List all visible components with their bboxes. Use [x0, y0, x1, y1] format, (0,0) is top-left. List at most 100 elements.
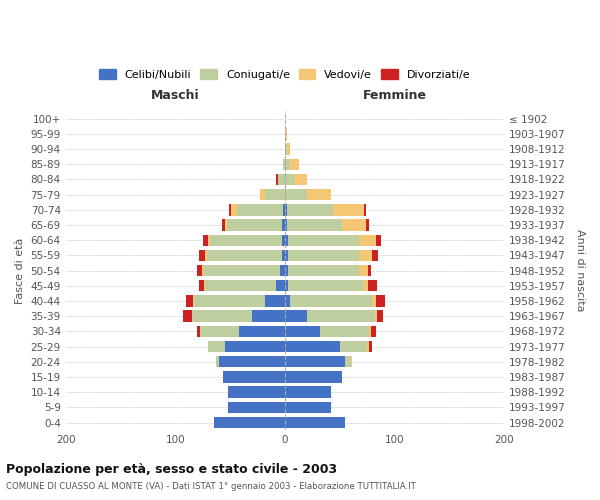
Bar	[252, 310, 285, 322]
Bar	[366, 220, 369, 230]
Bar	[227, 220, 281, 230]
Bar	[373, 296, 376, 306]
Bar	[285, 280, 288, 291]
Bar	[287, 144, 290, 154]
Bar	[285, 265, 288, 276]
Y-axis label: Anni di nascita: Anni di nascita	[575, 230, 585, 312]
Bar	[200, 326, 239, 337]
Bar	[281, 250, 285, 261]
Bar	[374, 310, 377, 322]
Bar	[362, 280, 368, 291]
Bar	[208, 234, 210, 246]
Bar	[359, 265, 368, 276]
Bar	[345, 356, 350, 368]
Bar	[214, 417, 285, 428]
Text: COMUNE DI CUASSO AL MONTE (VA) - Dati ISTAT 1° gennaio 2003 - Elaborazione TUTTI: COMUNE DI CUASSO AL MONTE (VA) - Dati IS…	[6, 482, 416, 491]
Bar	[285, 250, 288, 261]
Bar	[205, 250, 207, 261]
Y-axis label: Fasce di età: Fasce di età	[15, 238, 25, 304]
Bar	[204, 265, 280, 276]
Bar	[285, 386, 331, 398]
Bar	[285, 220, 287, 230]
Bar	[239, 326, 285, 337]
Bar	[203, 234, 208, 246]
Bar	[216, 356, 219, 368]
Bar	[205, 280, 276, 291]
Bar	[376, 296, 385, 306]
Bar	[199, 280, 204, 291]
Bar	[359, 250, 373, 261]
Bar	[260, 189, 265, 200]
Bar	[285, 174, 293, 185]
Bar	[340, 341, 367, 352]
Bar	[307, 189, 331, 200]
Bar	[281, 220, 285, 230]
Bar	[276, 174, 278, 185]
Bar	[377, 310, 383, 322]
Bar	[208, 341, 224, 352]
Bar	[283, 158, 285, 170]
Bar	[287, 204, 333, 216]
Bar	[197, 326, 200, 337]
Bar	[288, 234, 359, 246]
Bar	[290, 296, 373, 306]
Bar	[368, 265, 371, 276]
Text: Popolazione per età, sesso e stato civile - 2003: Popolazione per età, sesso e stato civil…	[6, 462, 337, 475]
Bar	[290, 158, 299, 170]
Bar	[285, 372, 342, 382]
Bar	[287, 220, 342, 230]
Bar	[229, 204, 231, 216]
Bar	[368, 280, 377, 291]
Bar	[224, 341, 285, 352]
Bar	[364, 204, 366, 216]
Bar	[288, 280, 362, 291]
Bar	[285, 326, 320, 337]
Bar	[231, 204, 236, 216]
Bar	[359, 234, 376, 246]
Bar	[202, 265, 204, 276]
Bar	[191, 310, 252, 322]
Bar	[367, 341, 369, 352]
Bar	[219, 356, 285, 368]
Bar	[265, 189, 285, 200]
Bar	[285, 341, 340, 352]
Bar	[283, 204, 285, 216]
Bar	[236, 204, 283, 216]
Bar	[293, 174, 307, 185]
Bar	[285, 296, 290, 306]
Bar	[285, 402, 331, 413]
Bar	[285, 128, 287, 140]
Bar	[224, 220, 227, 230]
Bar	[369, 341, 373, 352]
Bar	[376, 234, 381, 246]
Bar	[285, 158, 290, 170]
Bar	[204, 280, 205, 291]
Text: Maschi: Maschi	[151, 89, 200, 102]
Bar	[285, 144, 287, 154]
Bar	[371, 326, 376, 337]
Bar	[223, 220, 224, 230]
Bar	[276, 280, 285, 291]
Bar	[342, 220, 366, 230]
Bar	[369, 326, 371, 337]
Bar	[183, 310, 191, 322]
Bar	[194, 296, 265, 306]
Bar	[285, 417, 345, 428]
Bar	[288, 250, 359, 261]
Bar	[280, 265, 285, 276]
Bar	[207, 250, 281, 261]
Bar	[285, 234, 288, 246]
Bar	[285, 204, 287, 216]
Bar	[281, 234, 285, 246]
Bar	[350, 356, 352, 368]
Bar	[278, 174, 285, 185]
Bar	[186, 296, 193, 306]
Bar	[285, 189, 307, 200]
Bar	[210, 234, 281, 246]
Bar	[285, 356, 345, 368]
Bar	[333, 204, 364, 216]
Bar	[373, 250, 378, 261]
Bar	[288, 265, 359, 276]
Bar	[193, 296, 194, 306]
Bar	[223, 372, 285, 382]
